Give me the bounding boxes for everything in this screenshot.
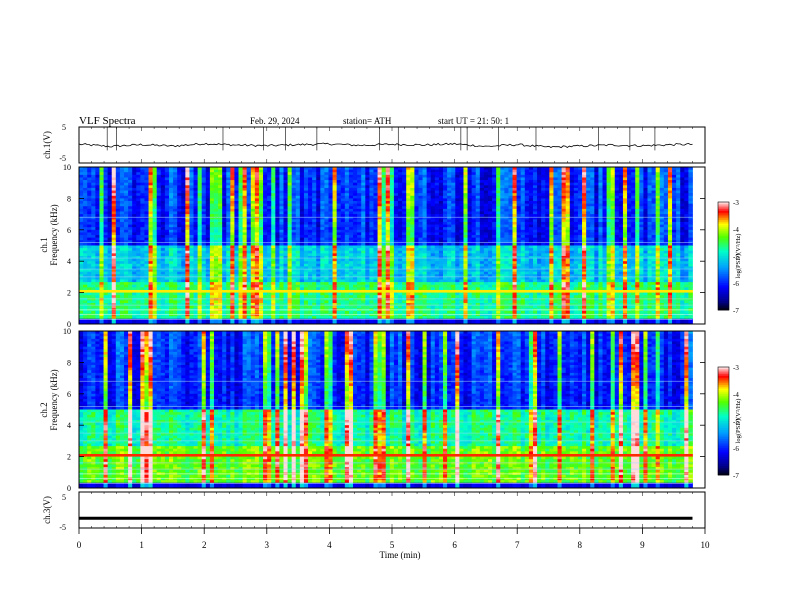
colorbar-tick-label: -7 <box>733 307 739 315</box>
colorbar-tick-label: -6 <box>733 445 739 453</box>
ch1-ytick-top: 5 <box>62 123 66 132</box>
xtick-label: 5 <box>390 540 395 550</box>
colorbar-label: log(PSD)(V²/Hz) <box>735 399 742 444</box>
xtick-label: 1 <box>139 540 144 550</box>
ch3-ytick-bottom: -5 <box>59 523 66 532</box>
ch2-spectrogram-heatmap <box>79 331 705 488</box>
date-label: Feb. 29, 2024 <box>250 116 300 126</box>
xtick-label: 9 <box>640 540 645 550</box>
ytick-label: 6 <box>67 390 71 399</box>
figure-title: VLF Spectra <box>79 115 136 127</box>
ch1-spectrogram-ylabel-freq: Frequency (kHz) <box>49 204 59 265</box>
start-time-label: start UT = 21: 50: 1 <box>438 116 509 126</box>
ytick-label: 2 <box>67 289 71 298</box>
ch1-voltage-frame <box>79 127 705 163</box>
xtick-label: 10 <box>701 540 711 550</box>
colorbar-tick-label: -4 <box>733 391 739 399</box>
ytick-label: 10 <box>63 327 71 336</box>
ch3-voltage-ylabel: ch.3(V) <box>42 496 52 524</box>
time-axis-label: Time (min) <box>380 550 421 560</box>
ch1-ytick-bottom: -5 <box>59 154 66 163</box>
colorbar-tick-label: -3 <box>733 199 739 207</box>
ch1-spectrogram-ylabel-channel: ch.1 <box>39 237 49 252</box>
ch1-spectrogram-heatmap <box>79 167 705 324</box>
ch3-voltage-frame <box>79 492 705 528</box>
colorbar-tick-label: -4 <box>733 226 739 234</box>
xtick-label: 0 <box>77 540 82 550</box>
xtick-label: 3 <box>265 540 270 550</box>
ch2-spectrogram-ylabel-channel: ch.2 <box>39 402 49 417</box>
ytick-label: 0 <box>67 484 71 493</box>
xtick-label: 7 <box>515 540 520 550</box>
xtick-label: 8 <box>578 540 583 550</box>
xtick-label: 4 <box>327 540 332 550</box>
colorbar-tick-label: -7 <box>733 472 739 480</box>
colorbar-label: log(PSD)(V²/Hz) <box>735 234 742 279</box>
xtick-label: 6 <box>452 540 457 550</box>
ytick-label: 6 <box>67 226 71 235</box>
ch2-spectrogram-ylabel-freq: Frequency (kHz) <box>49 369 59 430</box>
colorbar-tick-label: -3 <box>733 364 739 372</box>
station-label: station= ATH <box>343 116 392 126</box>
ytick-label: 10 <box>63 163 71 172</box>
ch3-ytick-top: 5 <box>62 493 66 502</box>
ytick-label: 8 <box>67 358 71 367</box>
ch1-voltage-ylabel: ch.1(V) <box>42 131 52 159</box>
ytick-label: 4 <box>67 257 71 266</box>
ytick-label: 2 <box>67 453 71 462</box>
xtick-label: 2 <box>202 540 207 550</box>
ytick-label: 8 <box>67 194 71 203</box>
ytick-label: 4 <box>67 421 71 430</box>
colorbar-tick-label: -6 <box>733 280 739 288</box>
